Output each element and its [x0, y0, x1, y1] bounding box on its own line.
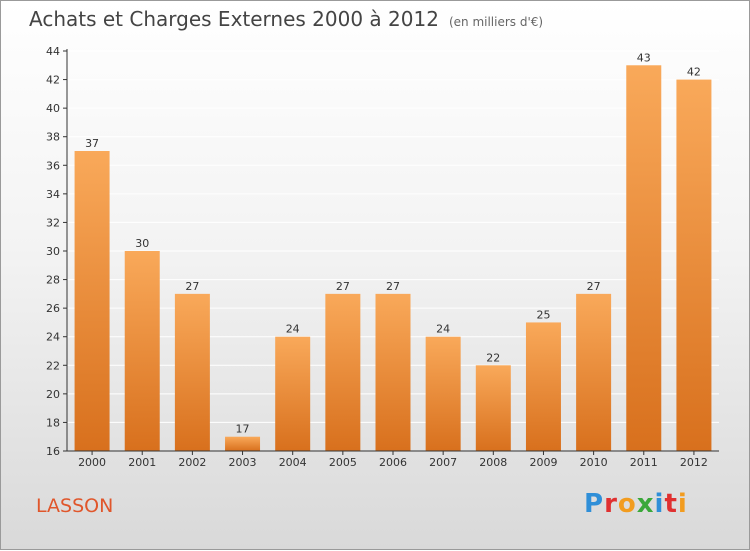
bar	[576, 293, 612, 451]
logo-letter: r	[604, 489, 618, 519]
y-tick-label: 42	[46, 74, 60, 87]
logo-letter: t	[664, 489, 678, 519]
x-tick-label: 2008	[479, 456, 507, 469]
data-label: 25	[536, 308, 550, 321]
x-tick-label: 2007	[429, 456, 457, 469]
bar	[174, 293, 210, 451]
x-tick-label: 2010	[580, 456, 608, 469]
bar	[626, 65, 662, 452]
unit-label: (en milliers d'€)	[448, 15, 544, 29]
y-tick-label: 24	[46, 331, 60, 344]
bar	[676, 79, 712, 452]
data-label: 24	[286, 323, 300, 336]
x-tick-label: 2001	[128, 456, 156, 469]
data-label: 27	[386, 280, 400, 293]
x-tick-label: 2005	[329, 456, 357, 469]
bar	[74, 151, 110, 451]
x-tick-label: 2011	[630, 456, 658, 469]
x-tick-label: 2003	[229, 456, 257, 469]
bar	[225, 436, 261, 451]
title-text: Achats et Charges Externes 2000 à 2012	[29, 7, 439, 31]
x-tick-label: 2006	[379, 456, 407, 469]
data-label: 27	[336, 280, 350, 293]
y-tick-label: 38	[46, 131, 60, 144]
bar	[325, 293, 361, 451]
data-label: 30	[135, 237, 149, 250]
commune-name: LASSON	[36, 495, 114, 517]
y-tick-label: 20	[46, 388, 60, 401]
x-tick-label: 2002	[178, 456, 206, 469]
data-label: 24	[436, 323, 450, 336]
x-tick-label: 2009	[529, 456, 557, 469]
y-tick-label: 44	[46, 45, 60, 58]
y-tick-label: 16	[46, 445, 60, 458]
logo-letter: P	[584, 489, 605, 519]
y-tick-label: 22	[46, 359, 60, 372]
data-label: 37	[85, 137, 99, 150]
chart-title: Achats et Charges Externes 2000 à 2012 (e…	[29, 7, 543, 31]
bar	[375, 293, 411, 451]
y-tick-label: 18	[46, 416, 60, 429]
proxiti-logo: Proxiti	[584, 489, 688, 519]
y-tick-label: 36	[46, 159, 60, 172]
logo-letter: x	[636, 489, 655, 519]
data-label: 42	[687, 66, 701, 79]
y-tick-label: 30	[46, 245, 60, 258]
y-tick-label: 40	[46, 102, 60, 115]
x-tick-label: 2004	[279, 456, 307, 469]
bar	[425, 336, 461, 451]
y-tick-label: 32	[46, 216, 60, 229]
y-tick-label: 28	[46, 274, 60, 287]
x-tick-label: 2000	[78, 456, 106, 469]
bar	[275, 336, 311, 451]
data-label: 27	[587, 280, 601, 293]
logo-letter: o	[617, 489, 637, 519]
data-label: 43	[637, 51, 651, 64]
x-tick-label: 2012	[680, 456, 708, 469]
data-label: 17	[236, 423, 250, 436]
logo-letter: i	[677, 489, 688, 519]
data-label: 27	[185, 280, 199, 293]
bar	[525, 322, 561, 451]
data-label: 22	[486, 351, 500, 364]
y-tick-label: 26	[46, 302, 60, 315]
y-tick-label: 34	[46, 188, 60, 201]
logo-letter: i	[654, 489, 665, 519]
bar	[475, 365, 511, 451]
bar	[124, 251, 160, 451]
